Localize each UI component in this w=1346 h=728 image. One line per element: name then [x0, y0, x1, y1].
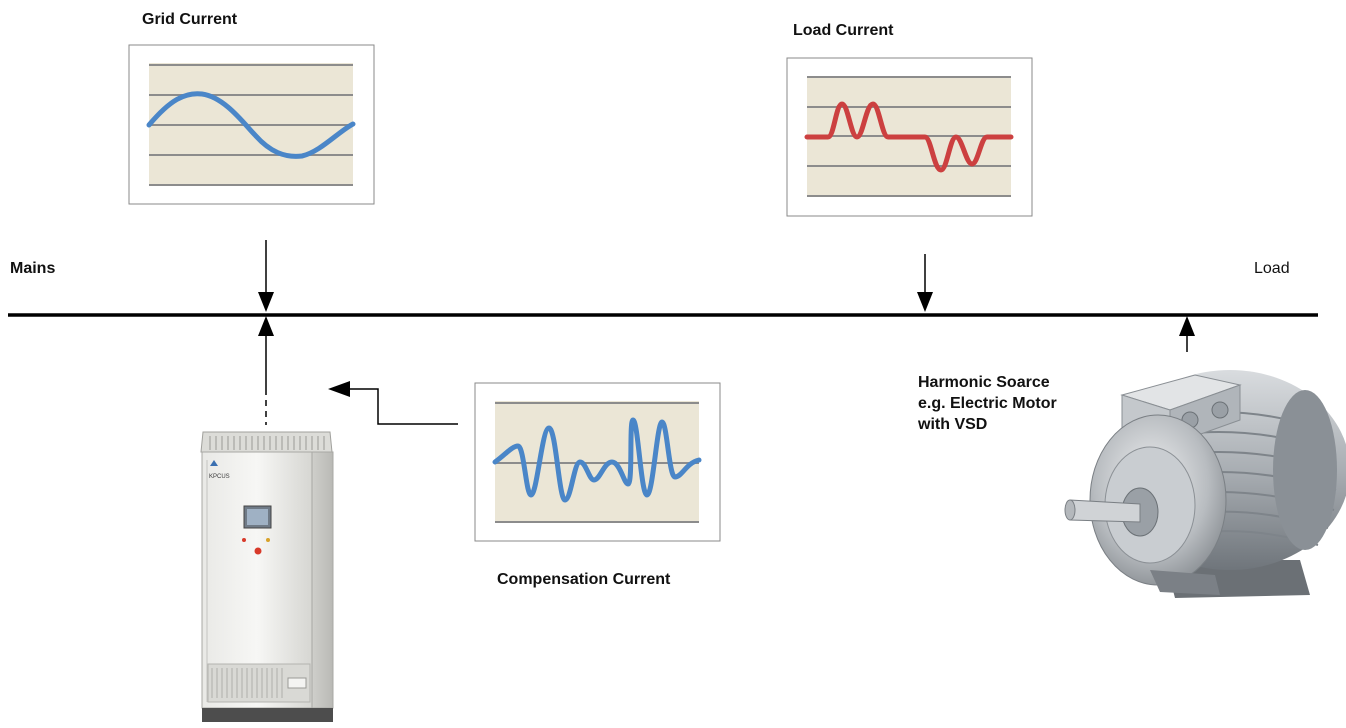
grid-current-label: Grid Current — [142, 11, 238, 28]
load-current-label: Load Current — [793, 22, 894, 39]
compensation-connector-arrow — [328, 381, 458, 425]
compensation-current-plot — [474, 382, 721, 542]
harmonic-source-line-1: Harmonic Soarce — [918, 374, 1050, 391]
mains-label: Mains — [10, 260, 56, 277]
load-current-plot — [786, 57, 1033, 217]
harmonic-source-line-2: e.g. Electric Motor — [918, 395, 1057, 412]
filter-injection-arrow — [258, 316, 274, 425]
grid-current-waveform — [146, 91, 356, 159]
motor-feed-arrow — [1179, 316, 1195, 352]
load-label: Load — [1254, 260, 1290, 277]
compensation-current-waveform — [492, 417, 702, 503]
load-current-arrow — [917, 254, 933, 312]
harmonic-source-line-3: with VSD — [918, 416, 988, 433]
grid-current-arrow — [258, 240, 274, 312]
electric-motor-image — [1064, 370, 1346, 598]
cabinet-logo-text: KPCUS — [209, 474, 230, 480]
load-current-waveform — [804, 101, 1014, 173]
grid-current-plot — [128, 44, 375, 205]
compensation-current-label: Compensation Current — [497, 571, 671, 588]
harmonic-source-label: Harmonic Soarce e.g. Electric Motor with… — [918, 372, 1057, 435]
active-filter-cabinet-image: KPCUS — [200, 431, 334, 722]
